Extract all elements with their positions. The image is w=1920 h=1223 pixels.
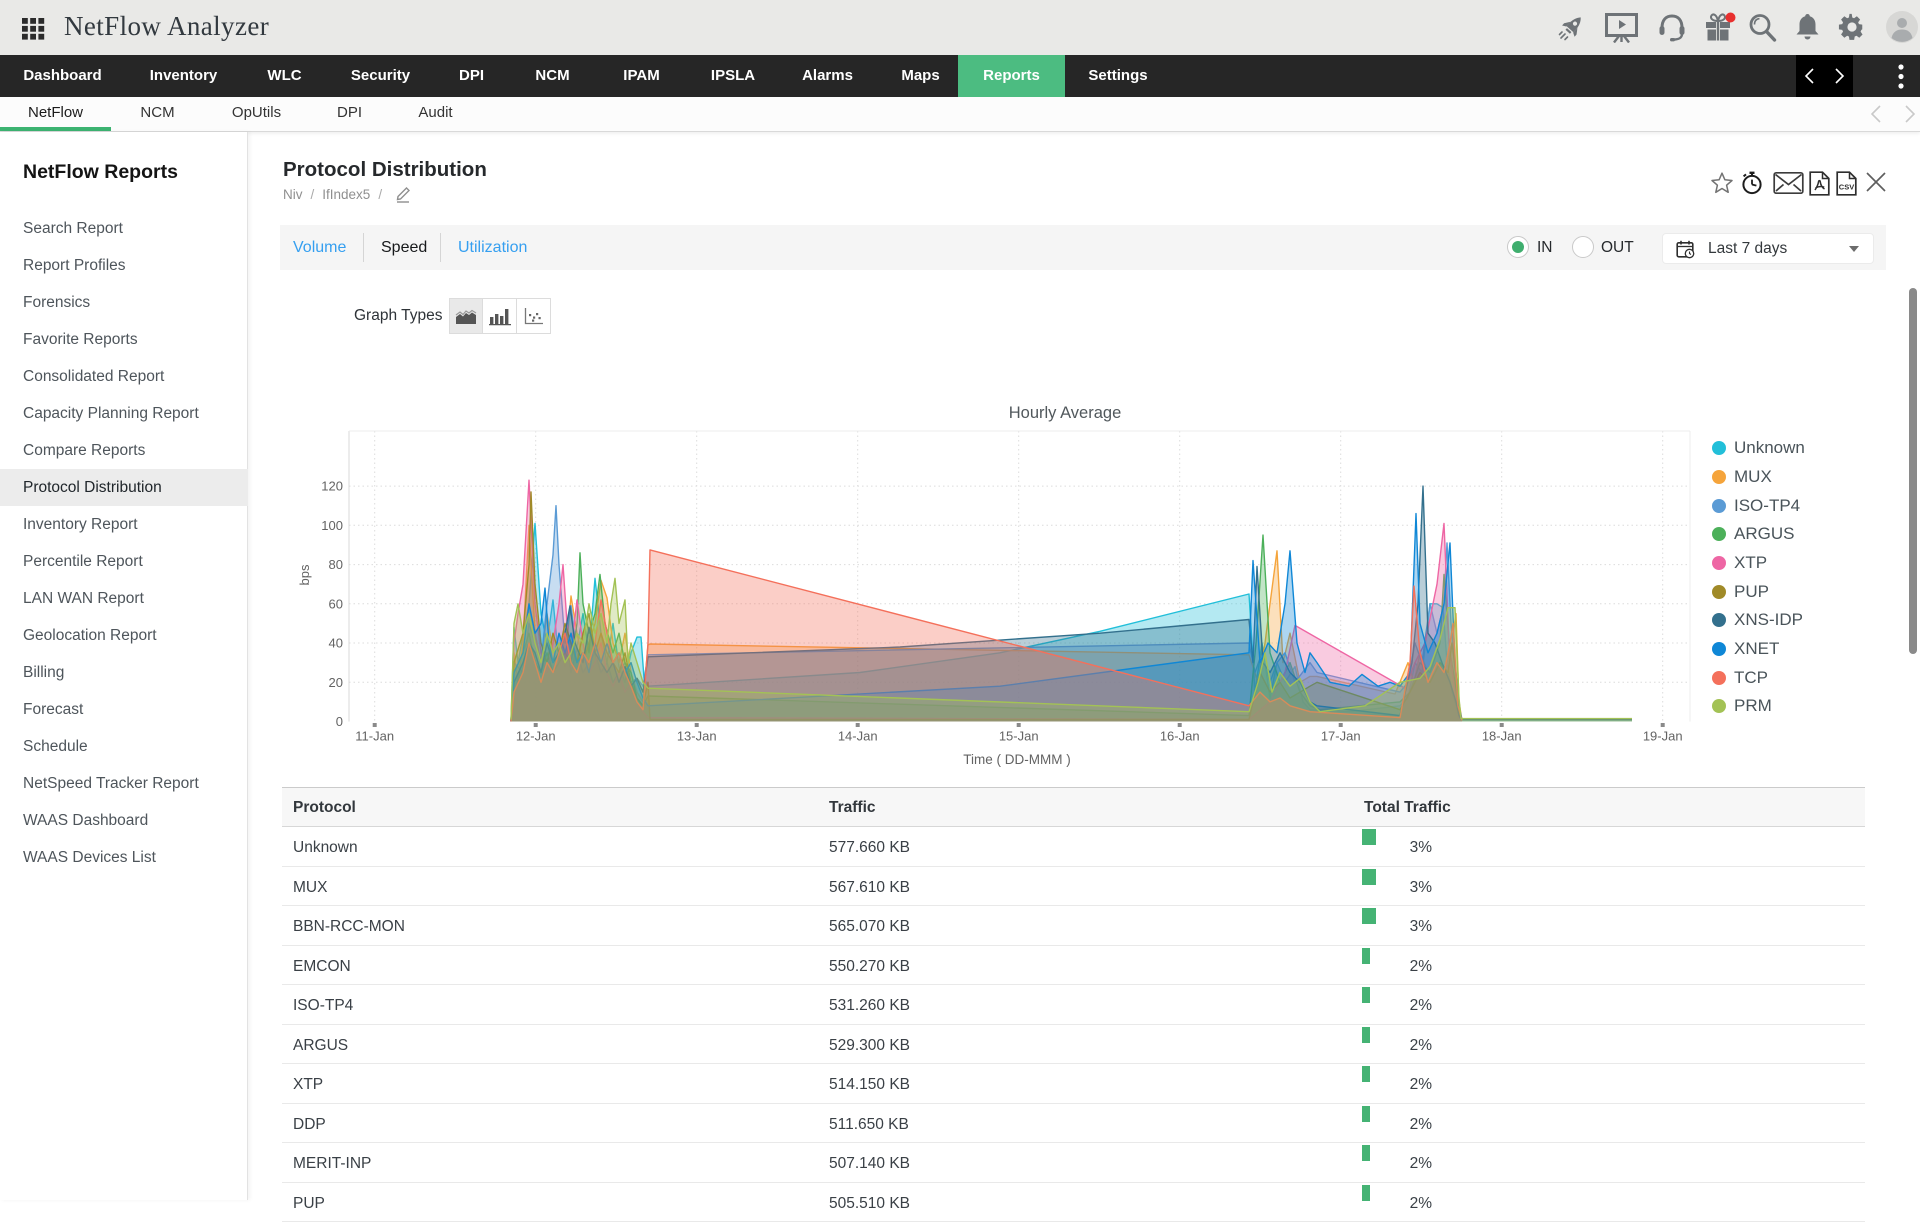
svg-text:17-Jan: 17-Jan: [1321, 729, 1361, 744]
svg-text:100: 100: [321, 518, 343, 533]
svg-text:0: 0: [336, 714, 343, 729]
svg-text:16-Jan: 16-Jan: [1160, 729, 1200, 744]
svg-text:Hourly Average: Hourly Average: [1009, 404, 1122, 422]
svg-text:15-Jan: 15-Jan: [999, 729, 1039, 744]
svg-text:60: 60: [329, 596, 343, 611]
svg-text:bps: bps: [297, 564, 312, 585]
svg-text:Time ( DD-MMM ): Time ( DD-MMM ): [963, 752, 1070, 767]
svg-text:14-Jan: 14-Jan: [838, 729, 878, 744]
svg-text:40: 40: [329, 636, 343, 651]
svg-text:11-Jan: 11-Jan: [355, 729, 394, 744]
svg-text:CSV: CSV: [1839, 183, 1854, 192]
svg-text:80: 80: [329, 557, 343, 572]
svg-text:12-Jan: 12-Jan: [516, 729, 556, 744]
svg-text:13-Jan: 13-Jan: [677, 729, 717, 744]
svg-text:18-Jan: 18-Jan: [1482, 729, 1522, 744]
svg-text:20: 20: [329, 675, 343, 690]
svg-text:120: 120: [321, 479, 343, 494]
svg-text:19-Jan: 19-Jan: [1643, 729, 1683, 744]
